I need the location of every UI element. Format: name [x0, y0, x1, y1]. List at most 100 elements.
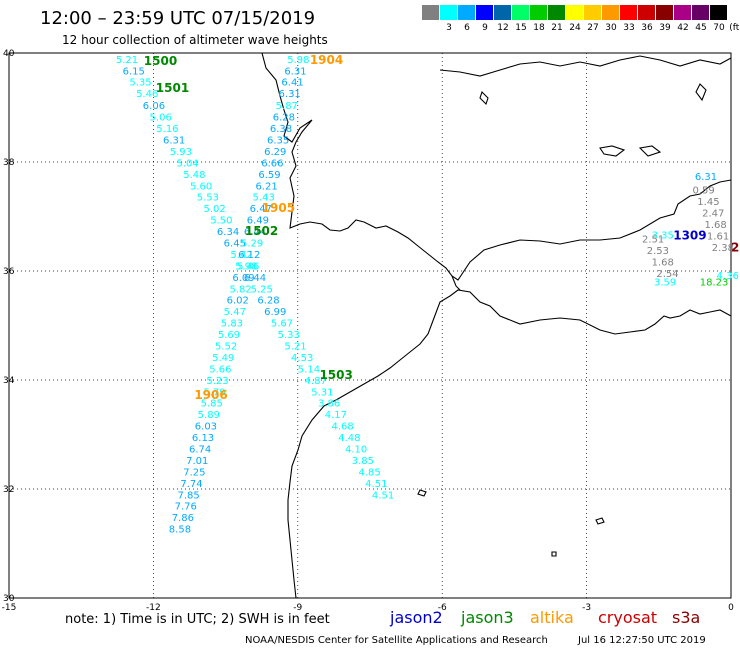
wave-height-value: 6.35	[267, 135, 289, 146]
wave-height-value: 5.06	[150, 113, 172, 124]
wave-height-value: 6.45	[224, 238, 246, 249]
pass-label: 1503	[319, 368, 352, 382]
coastline-balearic	[695, 83, 707, 102]
wave-height-value: 2.54	[656, 269, 678, 280]
wave-height-value: 6.66	[261, 158, 283, 169]
wave-height-value: 7.25	[183, 467, 205, 478]
wave-height-value: 5.66	[209, 364, 231, 375]
wave-height-value: 2.38	[712, 243, 734, 254]
wave-height-value: 5.87	[276, 101, 298, 112]
scale-swatch	[422, 5, 439, 20]
wave-height-value: 5.47	[224, 307, 246, 318]
lat-tick-label: 32	[3, 485, 14, 495]
graticule	[9, 53, 731, 598]
wave-height-value: 3.35	[652, 230, 674, 241]
wave-height-value: 6.74	[189, 444, 211, 455]
pass-label: 1904	[310, 53, 343, 67]
wave-height-value: 6.38	[270, 124, 292, 135]
track-1500-1503: 5.216.155.355.466.065.065.166.315.935.04…	[116, 55, 394, 501]
wave-height-value: 3.59	[654, 278, 676, 289]
lon-tick-label: -12	[146, 603, 161, 613]
scale-label: 70	[713, 23, 725, 33]
pass-label: 1500	[144, 54, 177, 68]
wave-height-value: 6.06	[143, 101, 165, 112]
scale-swatch	[476, 5, 493, 20]
wave-height-value: 4.51	[365, 479, 387, 490]
wave-height-value: 5.14	[298, 364, 320, 375]
wave-height-value: 4.36	[717, 271, 739, 282]
lon-tick-label: -3	[582, 603, 591, 613]
wave-height-value: 6.34	[217, 227, 239, 238]
wave-height-value: 5.89	[198, 410, 220, 421]
wave-height-value: 1.61	[707, 231, 729, 242]
wave-height-value: 7.74	[180, 479, 202, 490]
wave-height-value: 5.50	[210, 216, 232, 227]
lat-tick-label: 38	[3, 158, 15, 168]
wave-height-value: 5.46	[237, 261, 259, 272]
scale-label: 3	[446, 23, 452, 33]
scale-label: 27	[587, 23, 599, 33]
wave-height-value: 5.42	[230, 250, 252, 261]
wave-height-value: 6.49	[247, 216, 269, 227]
wave-height-value: 5.69	[218, 330, 240, 341]
wave-height-value: 2.47	[702, 209, 724, 220]
wave-height-value: 5.16	[156, 124, 178, 135]
footer-credit: NOAA/NESDIS Center for Satellite Applica…	[245, 635, 548, 646]
scale-swatch	[620, 5, 637, 20]
wave-height-value: 5.98	[235, 261, 257, 272]
wave-height-value: 6.31	[284, 66, 306, 77]
wave-height-value: 5.02	[203, 204, 225, 215]
legend-jason3: jason3	[461, 608, 514, 627]
wave-height-value: 6.41	[281, 78, 303, 89]
wave-height-value: 5.04	[177, 158, 199, 169]
wave-height-value: 6.31	[163, 135, 185, 146]
wave-height-value: 5.48	[183, 170, 205, 181]
wave-height-value: 1.45	[697, 197, 719, 208]
scale-swatch	[656, 5, 673, 20]
wave-height-value: 6.44	[244, 273, 266, 284]
wave-height-value: 6.29	[264, 147, 286, 158]
scale-label: 24	[569, 23, 581, 33]
wave-height-value: 6.15	[123, 66, 145, 77]
pass-label: 1905	[262, 201, 295, 215]
scale-swatch	[512, 5, 529, 20]
wave-height-value: 6.44	[244, 227, 266, 238]
wave-height-value: 4.10	[345, 444, 367, 455]
wave-height-value: 4.17	[325, 410, 347, 421]
footer-date: Jul 16 12:27:50 UTC 2019	[578, 635, 706, 646]
scale-label: 45	[695, 23, 707, 33]
scale-label: 42	[677, 23, 689, 33]
wave-height-value: 5.82	[229, 284, 251, 295]
wave-height-value: 8.58	[169, 525, 191, 536]
wave-height-value: 5.93	[170, 147, 192, 158]
scale-swatch	[674, 5, 691, 20]
wave-height-value: 5.31	[311, 387, 333, 398]
wave-height-value: 5.33	[278, 330, 300, 341]
wave-height-value: 6.99	[264, 307, 286, 318]
map-frame	[8, 52, 732, 599]
lat-tick-label: 34	[3, 376, 15, 386]
wave-height-value: 6.09	[232, 273, 254, 284]
scale-unit: (ft)	[729, 23, 740, 33]
legend-altika: altika	[530, 608, 574, 627]
wave-height-value: 1.68	[652, 258, 674, 269]
wave-height-value: 0.59	[692, 186, 714, 197]
wave-height-value: 5.60	[190, 181, 212, 192]
wave-height-value: 5.53	[197, 193, 219, 204]
lat-tick-label: 30	[3, 594, 15, 604]
track-labels: 1500 1501 1502 1503 1904 1905 1906 1309 2	[144, 53, 740, 402]
coastline	[261, 53, 731, 598]
pass-label: 1501	[156, 81, 189, 95]
wave-height-value: 18.23	[700, 278, 729, 289]
lon-tick-label: 0	[728, 603, 734, 613]
wave-height-value: 4.68	[331, 422, 353, 433]
island-5	[595, 517, 605, 525]
wave-height-value: 6.03	[195, 422, 217, 433]
wave-height-value: 6.12	[238, 250, 260, 261]
map-subtitle: 12 hour collection of altimeter wave hei…	[62, 33, 328, 47]
lon-tick-label: -9	[293, 603, 302, 613]
scale-swatch	[602, 5, 619, 20]
island-3	[638, 145, 662, 157]
scale-label: 12	[497, 23, 509, 33]
